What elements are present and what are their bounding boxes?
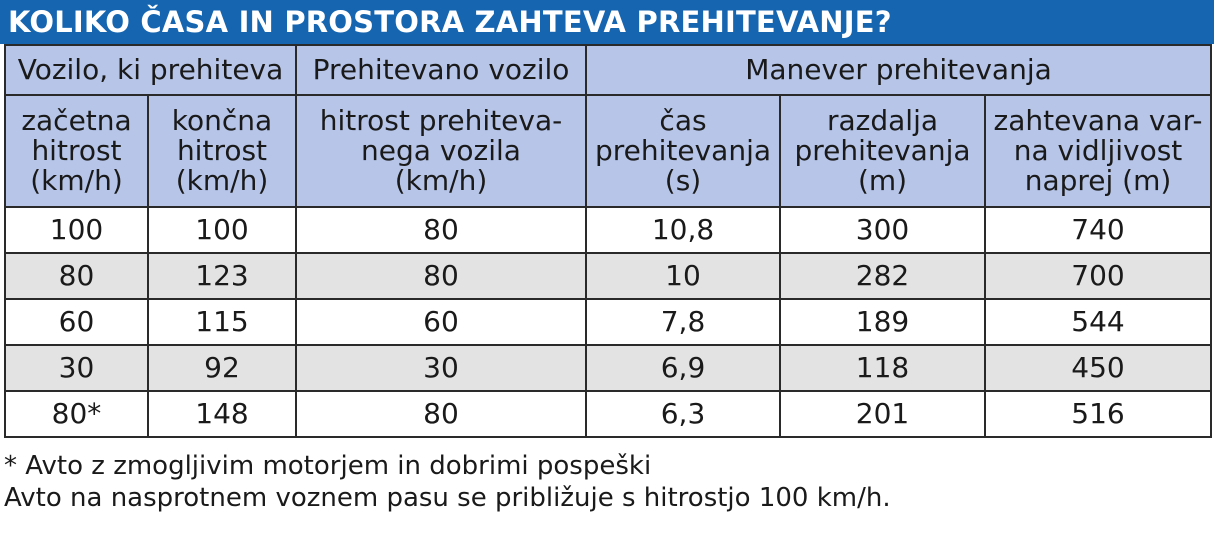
table-cell: 148 — [147, 390, 297, 438]
table-title: KOLIKO ČASA IN PROSTORA ZAHTEVA PREHITEV… — [0, 0, 1214, 44]
table-cell: 118 — [779, 344, 986, 392]
table-cell: 80 — [295, 206, 587, 254]
table-cell: 6,9 — [585, 344, 781, 392]
table-cell: 80 — [4, 252, 149, 300]
column-header-overtaken-speed: hitrost prehiteva-nega vozila (km/h) — [295, 94, 587, 208]
table-row: 100 100 80 10,8 300 740 — [4, 206, 1213, 254]
footnote-oncoming: Avto na nasprotnem voznem pasu se pribli… — [4, 483, 891, 513]
group-header-row: Vozilo, ki prehiteva Prehitevano vozilo … — [4, 44, 1213, 96]
table-cell: 7,8 — [585, 298, 781, 346]
table-cell: 115 — [147, 298, 297, 346]
table-cell: 700 — [983, 252, 1213, 300]
footnote-asterisk: * Avto z zmogljivim motorjem in dobrimi … — [4, 451, 652, 481]
table-cell: 100 — [147, 206, 297, 254]
table-cell: 123 — [147, 252, 297, 300]
table-cell: 80 — [295, 390, 587, 438]
table-row: 80* 148 80 6,3 201 516 — [4, 390, 1213, 438]
table-cell: 544 — [983, 298, 1213, 346]
table-cell: 300 — [779, 206, 986, 254]
group-header-overtaking-vehicle: Vozilo, ki prehiteva — [4, 44, 297, 96]
column-header-overtaking-time: čas prehitevanja (s) — [585, 94, 781, 208]
table-cell: 6,3 — [585, 390, 781, 438]
overtaking-table: Vozilo, ki prehiteva Prehitevano vozilo … — [4, 44, 1213, 438]
footnotes: * Avto z zmogljivim motorjem in dobrimi … — [4, 450, 1204, 514]
column-header-overtaking-distance: razdalja prehitevanja (m) — [779, 94, 986, 208]
column-header-required-visibility: zahtevana var-na vidljivost naprej (m) — [983, 94, 1213, 208]
table-cell: 60 — [295, 298, 587, 346]
table-cell: 92 — [147, 344, 297, 392]
table-cell: 189 — [779, 298, 986, 346]
table-row: 30 92 30 6,9 118 450 — [4, 344, 1213, 392]
table-cell: 100 — [4, 206, 149, 254]
column-header-initial-speed: začetna hitrost (km/h) — [4, 94, 149, 208]
column-header-row: začetna hitrost (km/h) končna hitrost (km/h)… — [4, 94, 1213, 208]
table-cell: 10 — [585, 252, 781, 300]
table-cell: 30 — [4, 344, 149, 392]
table-cell: 80* — [4, 390, 149, 438]
table-cell: 60 — [4, 298, 149, 346]
column-header-final-speed: končna hitrost (km/h) — [147, 94, 297, 208]
table-cell: 201 — [779, 390, 986, 438]
table-cell: 516 — [983, 390, 1213, 438]
table-row: 80 123 80 10 282 700 — [4, 252, 1213, 300]
table-cell: 450 — [983, 344, 1213, 392]
table-cell: 30 — [295, 344, 587, 392]
group-header-overtaken-vehicle: Prehitevano vozilo — [295, 44, 587, 96]
table-row: 60 115 60 7,8 189 544 — [4, 298, 1213, 346]
table-cell: 80 — [295, 252, 587, 300]
table-cell: 10,8 — [585, 206, 781, 254]
group-header-maneuver: Manever prehitevanja — [584, 44, 1213, 96]
table-cell: 740 — [983, 206, 1213, 254]
table-cell: 282 — [779, 252, 986, 300]
